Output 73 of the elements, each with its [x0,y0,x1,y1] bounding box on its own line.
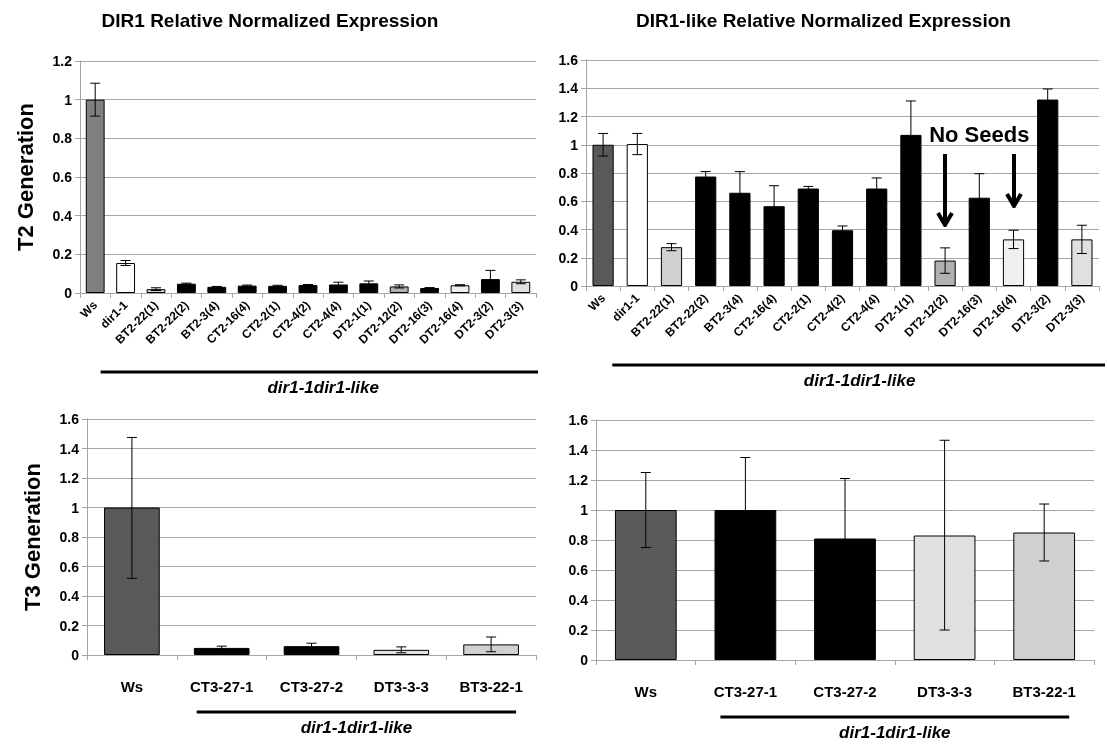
text: dir1-1dir1-like [803,370,916,390]
y-tick-label: 1.4 [558,80,579,97]
y-tick-label: 1.6 [558,52,579,68]
y-tick-label: 0.6 [558,193,579,210]
y-tick-label: 0.4 [52,207,73,224]
y-tick-label: 0.6 [52,169,73,185]
x-tick-label: BT3-22-1 [1012,683,1076,700]
bar [373,649,430,655]
y-tick-label: 1.4 [59,440,80,457]
y-tick-label: 0 [570,278,579,294]
y-tick-label: 0.8 [52,130,73,147]
bar [511,281,531,293]
bar [116,263,136,293]
bar [328,284,348,293]
y-tick-label: 0 [64,285,73,301]
chart-title: DIR1 Relative Normalized Expression [101,10,439,31]
y-tick-label: 1.6 [568,412,589,428]
y-tick-label: 0.2 [558,249,579,266]
y-tick-label: 0.4 [568,592,589,608]
y-tick-label: 0.8 [558,165,579,181]
y-tick-label: 1.2 [568,472,589,488]
y-tick-label: 0.8 [568,532,589,548]
y-tick-label: 0.2 [52,246,73,263]
x-tick-label: DT3-3-3 [373,678,429,695]
bar [237,285,257,293]
bar [207,286,227,293]
bar [420,287,440,293]
y-tick-label: 0.4 [558,221,579,238]
y-tick-label: 0.6 [59,558,80,575]
x-tick-label: Ws [634,683,658,700]
y-tick-label: 1.6 [59,411,80,427]
bar [176,283,196,293]
y-tick-label: 1 [570,136,579,153]
bar [450,285,470,293]
y-tick-label: 0.8 [59,529,80,545]
x-tick-label: BT3-22-1 [459,678,523,695]
bar [298,285,318,293]
text: dir1-1dir1-like [839,722,951,742]
bar [359,283,379,293]
y-tick-label: 0.2 [568,622,589,638]
bar [283,646,340,655]
annotation: No Seeds [929,121,1030,147]
text: dir1-1dir1-like [267,377,379,397]
bar [660,247,683,286]
bar [797,188,819,286]
y-tick-label: 0.6 [568,562,589,578]
x-tick-label: Ws [585,290,609,314]
x-tick-label: Ws [120,678,144,695]
y-tick-label: 1.4 [568,442,589,458]
bar [193,647,250,655]
y-tick-label: 1.2 [59,470,80,486]
x-tick-label: CT3-27-1 [190,678,254,695]
text: dir1-1dir1-like [300,717,413,737]
y-tick-label: 0 [580,652,589,668]
y-tick-label: 1.2 [558,108,579,125]
bar [831,230,854,286]
y-tick-label: 1 [64,91,73,108]
bar [695,176,717,286]
y-tick-label: 1 [71,499,80,516]
y-tick-label: 0 [71,647,80,663]
x-tick-label: CT3-27-1 [713,683,778,700]
bar [268,285,288,293]
y-axis-title: T2 Generation [12,103,38,251]
x-tick-label: CT3-27-2 [813,683,877,700]
y-axis-title: T3 Generation [19,463,45,611]
y-tick-label: 0.4 [59,588,80,604]
x-tick-label: Ws [77,297,101,321]
chart-title: DIR1-like Relative Normalized Expression [636,10,1011,31]
x-tick-label: CT3-27-2 [279,678,344,695]
x-tick-label: DT3-3-3 [917,683,973,700]
y-tick-label: 1.2 [52,53,73,69]
y-tick-label: 1 [580,502,589,518]
y-tick-label: 0.2 [59,617,80,634]
